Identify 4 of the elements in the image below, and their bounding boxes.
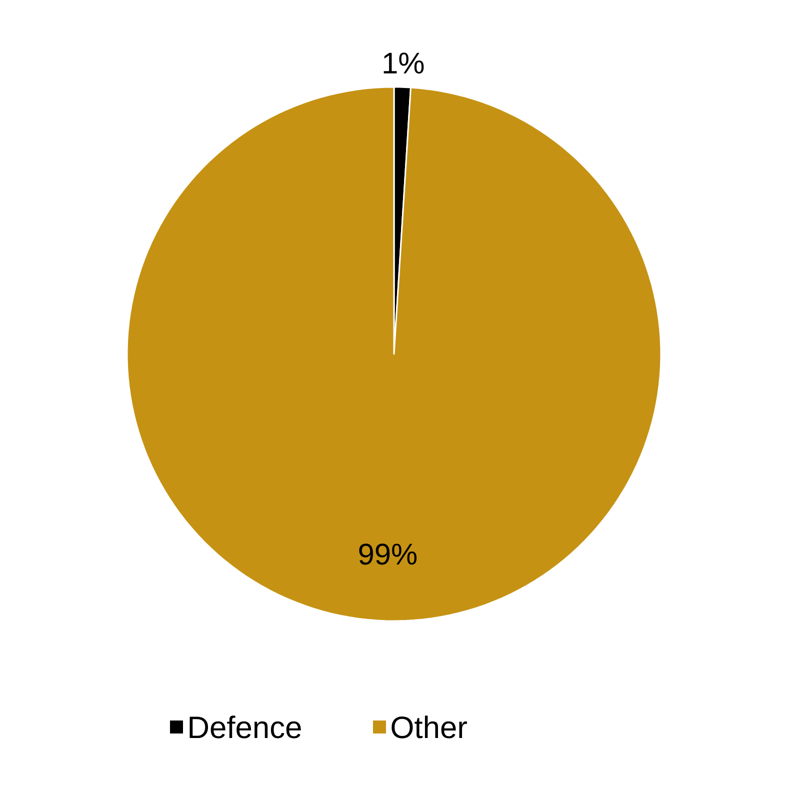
data-label: 99%: [359, 544, 417, 565]
legend-label: Defence: [190, 716, 301, 738]
data-label: 1%: [384, 52, 424, 74]
legend-label: Other: [392, 716, 467, 738]
